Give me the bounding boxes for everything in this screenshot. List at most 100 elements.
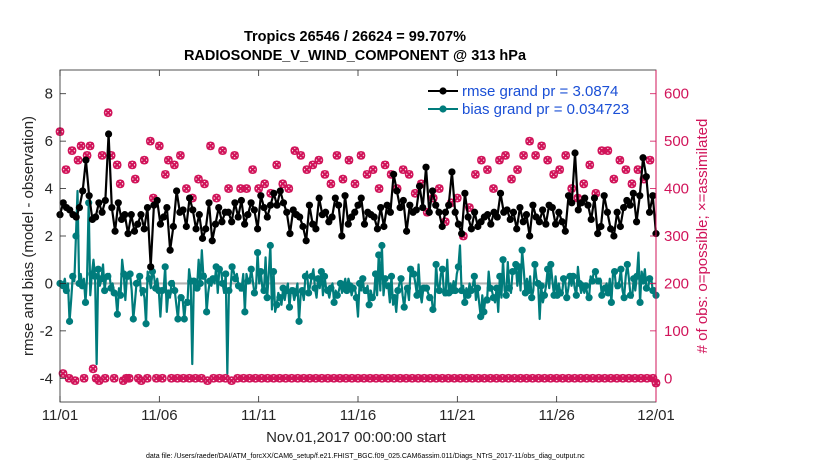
rmse-marker	[305, 201, 314, 209]
rmse-marker	[185, 194, 194, 202]
obs-possible-marker	[341, 373, 351, 383]
obs-assimilated-marker	[432, 374, 441, 383]
plot-area	[60, 70, 656, 402]
y-tick-right-label: 200	[664, 275, 689, 292]
obs-possible-marker	[495, 155, 504, 165]
bias-marker	[69, 272, 77, 280]
obs-possible-marker	[561, 150, 571, 160]
obs-assimilated-marker	[269, 374, 278, 383]
rmse-marker	[639, 154, 647, 162]
y-axis-right-label: # of obs: o=possible; ×=assimilated	[694, 119, 711, 354]
rmse-marker	[555, 208, 563, 216]
bias-marker	[569, 272, 577, 280]
bias-marker	[381, 275, 389, 283]
obs-possible-marker	[522, 373, 531, 383]
obs-assimilated-marker	[77, 141, 86, 150]
bias-marker	[72, 232, 80, 240]
obs-possible-marker	[516, 373, 525, 383]
rmse-marker	[445, 201, 453, 209]
bias-marker	[359, 275, 367, 283]
obs-assimilated-marker	[179, 374, 188, 383]
rmse-marker	[616, 222, 624, 231]
obs-possible-marker	[443, 373, 453, 383]
rmse-marker	[642, 173, 650, 181]
bias-marker	[209, 275, 217, 283]
obs-assimilated-marker	[555, 165, 564, 174]
obs-possible-marker	[431, 373, 441, 383]
x-tick-label: 11/21	[439, 407, 475, 424]
obs-possible-marker	[534, 373, 544, 383]
rmse-marker	[620, 203, 628, 212]
bias-marker	[422, 284, 431, 292]
obs-possible-marker	[79, 373, 89, 383]
obs-assimilated-marker	[320, 170, 329, 179]
obs-possible-marker	[365, 373, 375, 383]
obs-assimilated-marker	[167, 374, 176, 383]
bias-marker	[563, 294, 571, 302]
obs-assimilated-marker	[609, 175, 618, 184]
bias-marker	[489, 294, 498, 302]
obs-possible-marker	[621, 165, 631, 174]
obs-assimilated-marker	[363, 170, 372, 179]
obs-assimilated-marker	[603, 146, 612, 155]
rmse-marker	[266, 201, 275, 209]
bias-marker	[531, 260, 539, 269]
obs-assimilated-marker	[263, 374, 272, 383]
obs-possible-marker	[383, 373, 393, 383]
bias-marker	[585, 294, 593, 302]
bias-marker	[263, 294, 271, 302]
bias-marker	[116, 291, 125, 299]
bias-marker	[588, 277, 596, 285]
rmse-marker	[114, 199, 122, 207]
obs-possible-marker	[260, 179, 270, 189]
obs-possible-marker	[163, 155, 173, 165]
bias-marker	[496, 272, 504, 280]
obs-assimilated-marker	[360, 374, 368, 383]
bias-marker	[167, 279, 176, 288]
obs-possible-marker	[215, 373, 224, 383]
obs-assimilated-marker	[173, 374, 182, 383]
bias-marker	[610, 267, 619, 276]
bias-marker	[639, 277, 647, 285]
rmse-marker	[351, 208, 359, 216]
rmse-marker	[597, 222, 605, 231]
obs-assimilated-marker	[59, 369, 67, 378]
rmse-marker	[315, 194, 323, 202]
rmse-marker	[383, 201, 391, 209]
bias-marker	[81, 298, 90, 306]
obs-assimilated-marker	[185, 374, 194, 383]
bias-marker	[218, 279, 227, 288]
rmse-marker	[302, 237, 310, 245]
rmse-marker	[257, 192, 265, 200]
obs-assimilated-marker	[633, 165, 642, 174]
obs-possible-marker	[308, 160, 318, 170]
rmse-marker	[218, 218, 226, 226]
bias-marker	[607, 298, 615, 306]
rmse-marker	[276, 187, 284, 195]
obs-assimilated-marker	[498, 374, 507, 383]
y-tick-right-label: 500	[664, 133, 689, 150]
bias-marker	[257, 267, 265, 276]
obs-possible-marker	[230, 150, 239, 160]
obs-assimilated-marker	[615, 156, 624, 165]
rmse-marker	[85, 192, 93, 200]
obs-possible-marker	[257, 373, 267, 383]
bias-marker	[505, 284, 513, 292]
bias-marker	[94, 265, 102, 273]
obs-possible-marker	[434, 184, 444, 193]
rmse-marker	[127, 211, 135, 219]
rmse-marker	[312, 225, 320, 233]
bias-marker	[301, 272, 310, 280]
bias-marker	[231, 275, 239, 283]
rmse-marker	[244, 211, 252, 219]
obs-assimilated-marker	[116, 179, 125, 188]
rmse-marker	[341, 192, 349, 200]
rmse-marker	[377, 203, 385, 212]
obs-assimilated-marker	[444, 374, 453, 383]
rmse-marker	[399, 196, 407, 205]
obs-assimilated-marker	[531, 151, 540, 160]
obs-possible-marker	[645, 155, 655, 165]
obs-assimilated-marker	[537, 141, 546, 150]
rmse-marker	[412, 206, 420, 214]
obs-possible-marker	[398, 165, 408, 174]
